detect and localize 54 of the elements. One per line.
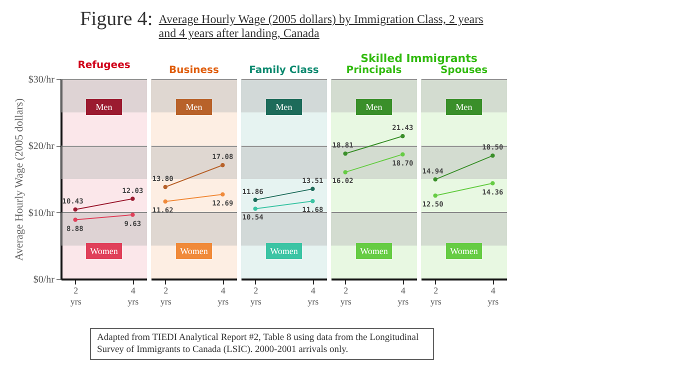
text: Women bbox=[180, 246, 208, 256]
x-tick-label: 4 yrs bbox=[308, 286, 320, 306]
x-tick-label: 2 yrs bbox=[70, 286, 82, 306]
point bbox=[130, 212, 135, 217]
text: Skilled Immigrants bbox=[360, 52, 478, 65]
text: Women bbox=[360, 246, 388, 256]
y-tick-label: $10/hr bbox=[28, 208, 56, 219]
x-tick-label: 2 yrs bbox=[160, 286, 172, 306]
text: Men bbox=[366, 102, 383, 112]
x-tick-label: 4 yrs bbox=[218, 286, 230, 306]
x-tick-label: 4 yrs bbox=[128, 286, 140, 306]
y-tick-label: $30/hr bbox=[28, 74, 56, 86]
point bbox=[220, 163, 225, 168]
point bbox=[73, 218, 78, 222]
point bbox=[310, 186, 315, 192]
text: Men bbox=[186, 102, 203, 112]
point bbox=[490, 154, 495, 158]
point bbox=[400, 152, 405, 156]
text: Men bbox=[276, 102, 293, 112]
y-tick-label: $20/hr bbox=[28, 141, 56, 152]
y-tick-label: $0/hr bbox=[33, 274, 56, 286]
chart-title: Principals bbox=[346, 65, 402, 76]
point bbox=[220, 192, 225, 197]
point bbox=[130, 196, 135, 201]
text: Men bbox=[96, 102, 113, 112]
text: Adapted from TIEDI Analytical Report #2, Table 8 using data from the Longitudinal Survey of Immigrants to Canada (LSIC). 2000-2001 arrivals only. bbox=[90, 328, 434, 360]
point bbox=[490, 181, 495, 186]
point bbox=[400, 134, 405, 138]
y-axis-title: Average Hourly Wage (2005 dollars) bbox=[13, 98, 26, 261]
chart-title: Spouses bbox=[440, 65, 488, 76]
chart-title: Family Class bbox=[249, 65, 319, 76]
point bbox=[310, 199, 315, 204]
point bbox=[163, 199, 168, 204]
point bbox=[163, 184, 168, 190]
text: Women bbox=[270, 246, 298, 256]
x-tick-label: 4 yrs bbox=[398, 286, 410, 306]
point bbox=[343, 151, 348, 156]
x-tick-label: 2 yrs bbox=[430, 286, 442, 306]
point bbox=[253, 206, 258, 211]
text: Women bbox=[450, 246, 478, 256]
text: Average Hourly Wage (2005 dollars) by Immigration Class, 2 years and 4 years after landing, Canada bbox=[158, 12, 484, 40]
chart-title: Refugees bbox=[78, 60, 130, 71]
point bbox=[433, 177, 438, 182]
x-tick-label: 2 yrs bbox=[250, 286, 262, 306]
x-tick-label: 2 yrs bbox=[340, 286, 352, 306]
point bbox=[253, 198, 258, 202]
text: Women bbox=[90, 246, 118, 256]
point bbox=[433, 194, 438, 198]
chart-title: Business bbox=[169, 65, 220, 76]
point bbox=[343, 170, 348, 174]
point bbox=[73, 207, 78, 212]
text: Figure 4: bbox=[80, 8, 153, 31]
text: Men bbox=[456, 102, 473, 112]
x-tick-label: 4 yrs bbox=[488, 286, 500, 306]
